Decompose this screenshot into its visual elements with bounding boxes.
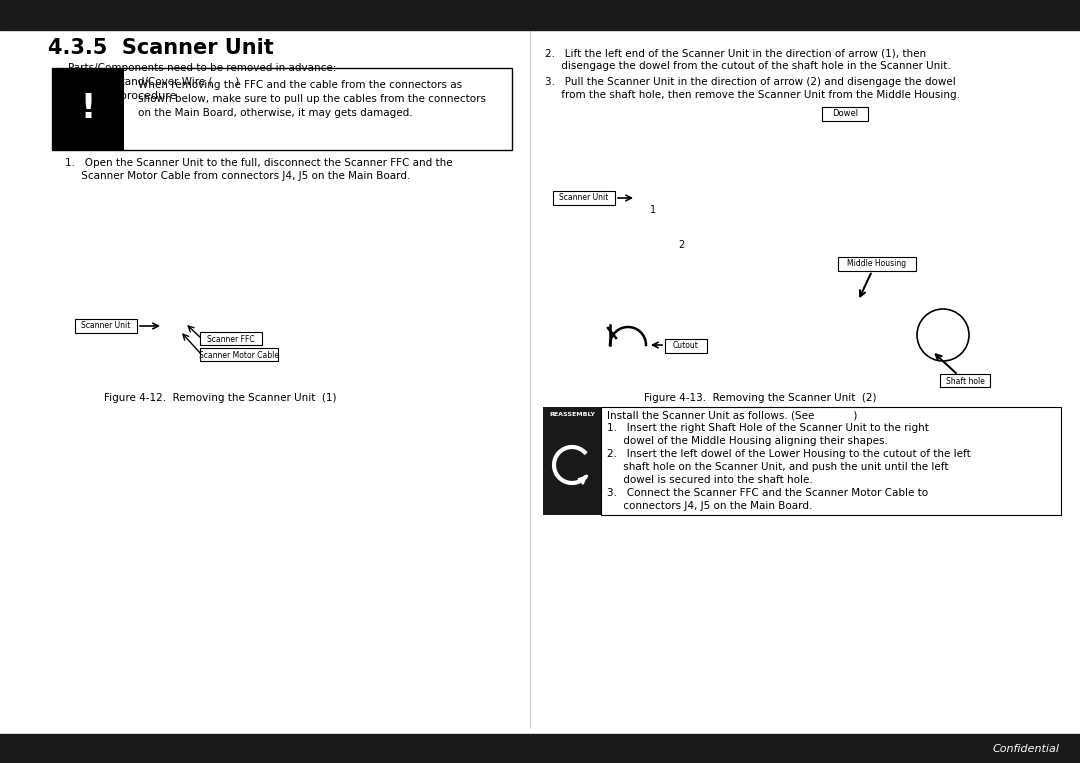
Bar — [200, 332, 262, 345]
Text: Scanner Unit: Scanner Unit — [81, 321, 131, 330]
Bar — [838, 257, 916, 271]
Text: 1.   Insert the right Shaft Hole of the Scanner Unit to the right: 1. Insert the right Shaft Hole of the Sc… — [607, 423, 929, 433]
Text: 1: 1 — [650, 205, 657, 215]
Text: disengage the dowel from the cutout of the shaft hole in the Scanner Unit.: disengage the dowel from the cutout of t… — [545, 61, 950, 71]
Text: dowel of the Middle Housing aligning their shapes.: dowel of the Middle Housing aligning the… — [607, 436, 888, 446]
Text: REASSEMBLY: REASSEMBLY — [549, 413, 595, 417]
Bar — [600, 407, 1061, 515]
Bar — [52, 68, 124, 150]
Text: shaft hole on the Scanner Unit, and push the unit until the left: shaft hole on the Scanner Unit, and push… — [607, 462, 948, 472]
Bar — [822, 107, 868, 121]
Text: Scanner Motor Cable from connectors J4, J5 on the Main Board.: Scanner Motor Cable from connectors J4, … — [65, 171, 410, 181]
Bar — [0, 0, 1080, 30]
Text: Middle Housing: Middle Housing — [848, 259, 906, 269]
Bar — [0, 734, 1080, 763]
Text: Parts/Components need to be removed in advance:: Parts/Components need to be removed in a… — [68, 63, 336, 73]
Bar — [52, 68, 512, 150]
Text: Confidential: Confidential — [993, 744, 1059, 754]
Text: Scanner Motor Cable: Scanner Motor Cable — [199, 350, 279, 359]
Text: Install the Scanner Unit as follows. (See            ): Install the Scanner Unit as follows. (Se… — [607, 410, 858, 420]
Text: Removal procedure: Removal procedure — [68, 91, 176, 101]
Bar — [75, 319, 137, 333]
Text: shown below, make sure to pull up the cables from the connectors: shown below, make sure to pull up the ca… — [138, 94, 486, 104]
Text: !: ! — [80, 92, 95, 125]
Text: 2: 2 — [678, 240, 685, 250]
Text: 2.   Lift the left end of the Scanner Unit in the direction of arrow (1), then: 2. Lift the left end of the Scanner Unit… — [545, 48, 927, 58]
Circle shape — [917, 309, 969, 361]
Text: Shaft hole: Shaft hole — [946, 376, 985, 385]
Text: Scanner Unit: Scanner Unit — [559, 194, 609, 202]
Text: dowel is secured into the shaft hole.: dowel is secured into the shaft hole. — [607, 475, 813, 485]
Text: Figure 4-13.  Removing the Scanner Unit  (2): Figure 4-13. Removing the Scanner Unit (… — [644, 393, 876, 403]
Text: 4.3.5  Scanner Unit: 4.3.5 Scanner Unit — [48, 38, 273, 58]
Text: Figure 4-12.  Removing the Scanner Unit  (1): Figure 4-12. Removing the Scanner Unit (… — [104, 393, 336, 403]
Text: When removing the FFC and the cable from the connectors as: When removing the FFC and the cable from… — [138, 80, 462, 90]
Bar — [200, 348, 278, 361]
Bar — [665, 339, 707, 353]
Text: from the shaft hole, then remove the Scanner Unit from the Middle Housing.: from the shaft hole, then remove the Sca… — [545, 90, 960, 100]
Text: 2.   Insert the left dowel of the Lower Housing to the cutout of the left: 2. Insert the left dowel of the Lower Ho… — [607, 449, 971, 459]
Text: on the Main Board, otherwise, it may gets damaged.: on the Main Board, otherwise, it may get… — [138, 108, 413, 118]
Text: 1.   Open the Scanner Unit to the full, disconnect the Scanner FFC and the: 1. Open the Scanner Unit to the full, di… — [65, 158, 453, 168]
Text: Dowel: Dowel — [832, 110, 859, 118]
Bar — [940, 374, 990, 387]
Text: Cutout: Cutout — [673, 342, 699, 350]
Text: Scanner FFC: Scanner FFC — [207, 334, 255, 343]
Bar — [553, 191, 615, 205]
Text: connectors J4, J5 on the Main Board.: connectors J4, J5 on the Main Board. — [607, 501, 812, 511]
Bar — [543, 407, 600, 515]
Text: 3.   Connect the Scanner FFC and the Scanner Motor Cable to: 3. Connect the Scanner FFC and the Scann… — [607, 488, 928, 498]
Text: 3.   Pull the Scanner Unit in the direction of arrow (2) and disengage the dowel: 3. Pull the Scanner Unit in the directio… — [545, 77, 956, 87]
Text: Scanner Stand/Cover Wire (       ): Scanner Stand/Cover Wire ( ) — [68, 76, 240, 86]
